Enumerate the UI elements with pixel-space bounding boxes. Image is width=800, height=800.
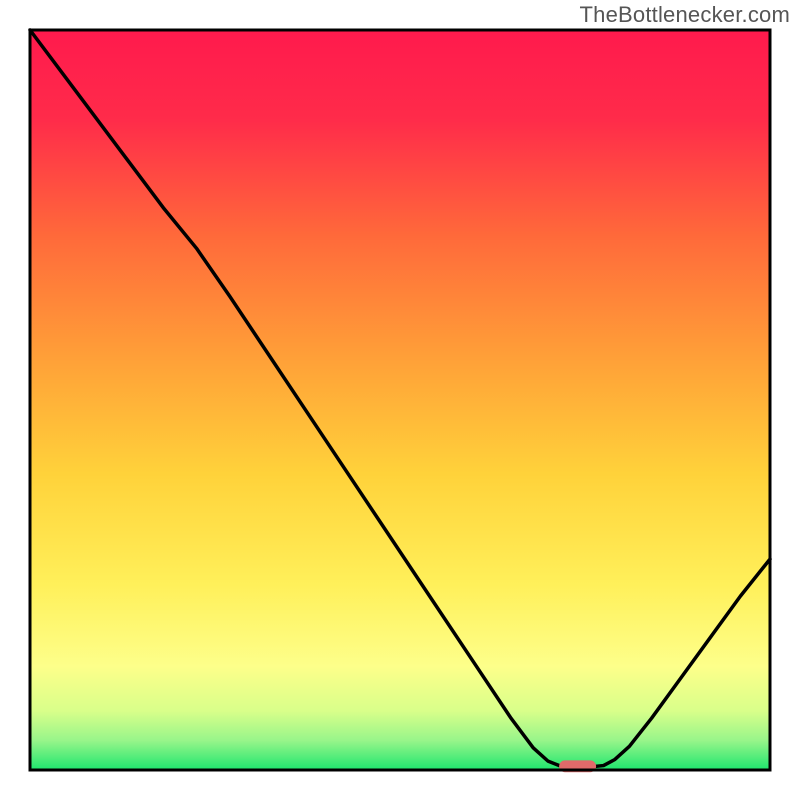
watermark-text: TheBottlenecker.com — [580, 2, 790, 28]
bottleneck-chart — [0, 0, 800, 800]
chart-gradient-bg — [30, 30, 770, 770]
chart-container: { "watermark": { "text": "TheBottlenecke… — [0, 0, 800, 800]
